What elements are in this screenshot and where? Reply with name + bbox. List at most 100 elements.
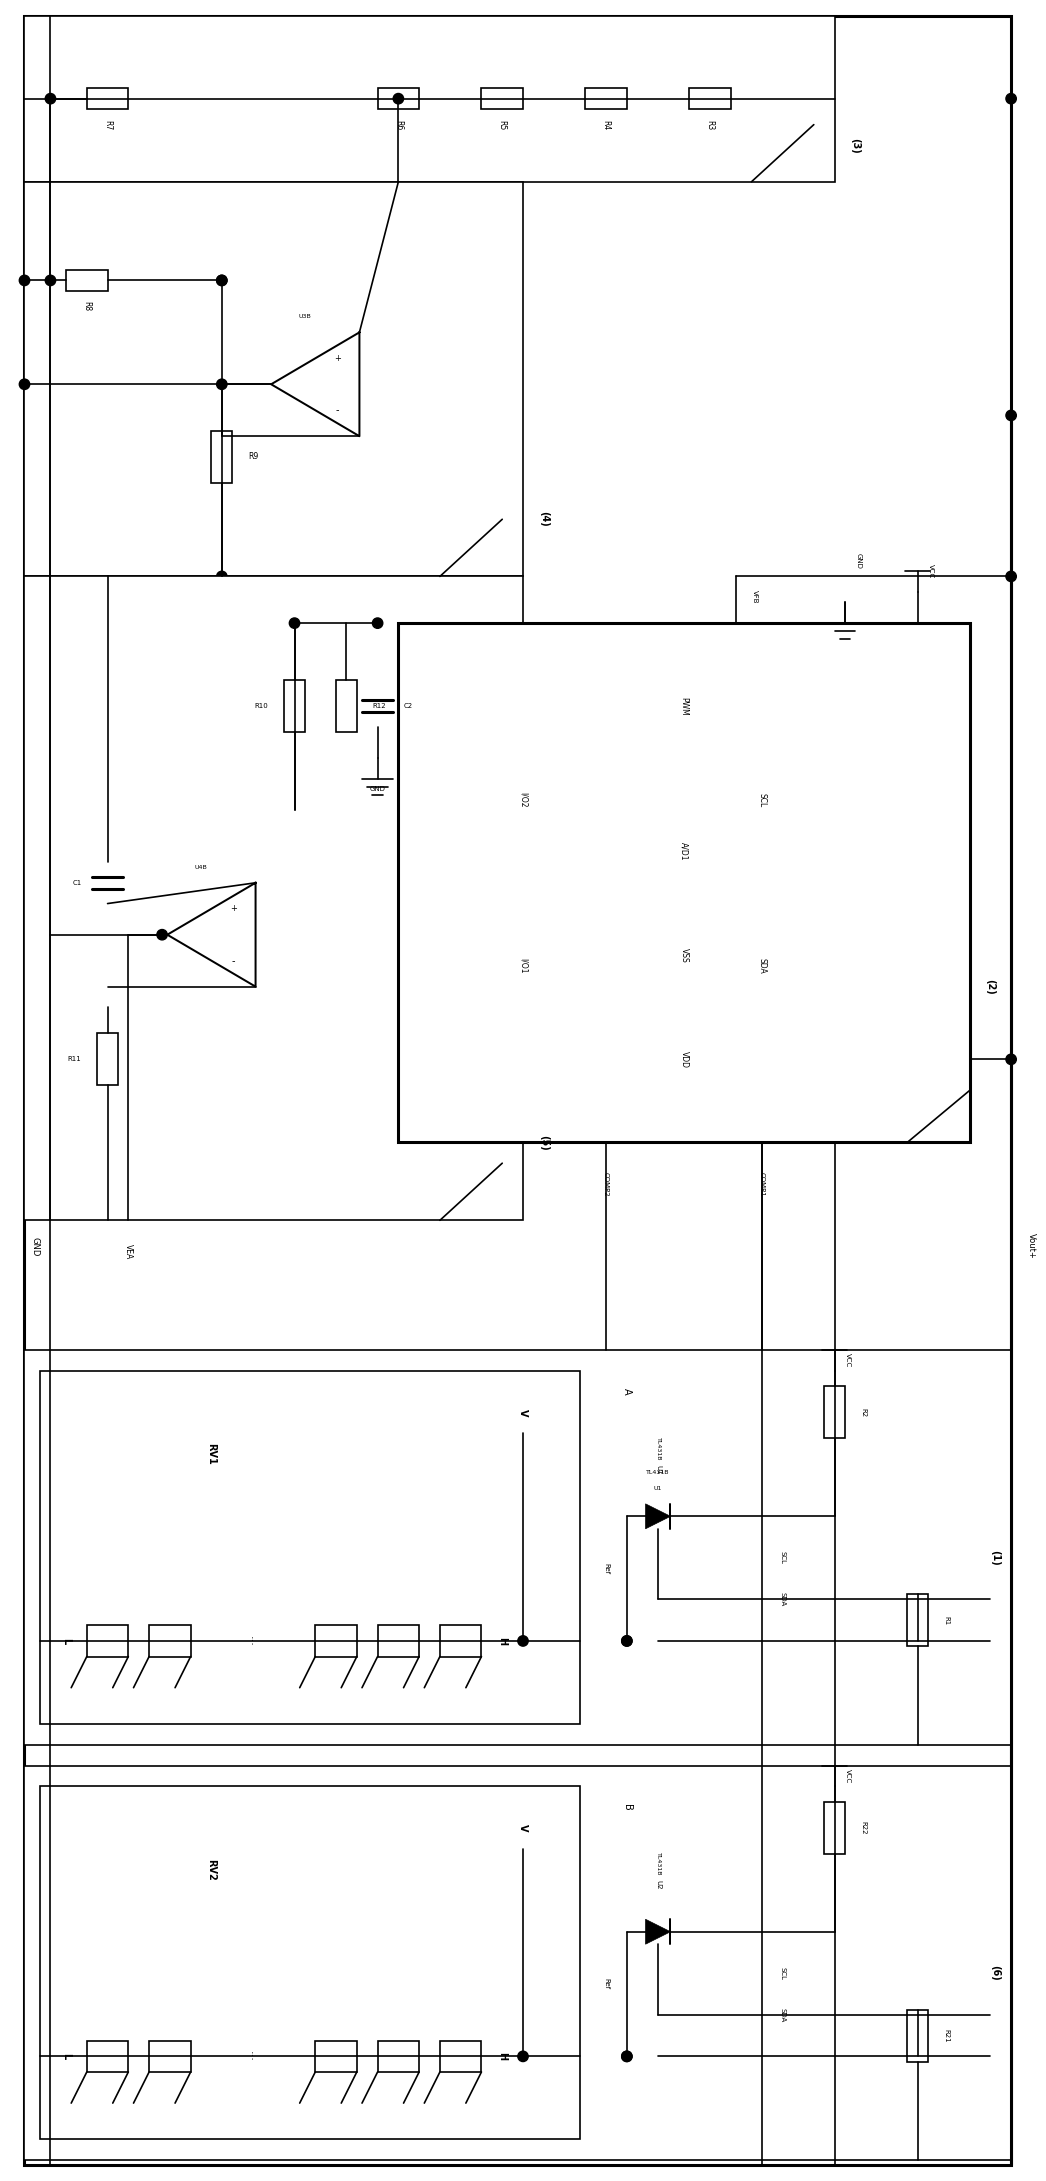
Text: Vout+: Vout+ — [1027, 1234, 1037, 1258]
Bar — [87, 87, 129, 109]
Text: R9: R9 — [248, 451, 258, 462]
Text: +: + — [334, 353, 341, 362]
Text: R8: R8 — [83, 301, 91, 312]
Text: L: L — [61, 2052, 71, 2059]
Text: TL431B: TL431B — [656, 1852, 660, 1876]
Bar — [378, 87, 419, 109]
Text: VCC: VCC — [845, 1769, 851, 1784]
Polygon shape — [645, 1919, 670, 1943]
Text: R2: R2 — [861, 1409, 866, 1418]
Text: V: V — [518, 1409, 528, 1415]
Text: R4: R4 — [601, 120, 611, 129]
Text: U3B: U3B — [298, 314, 312, 318]
Text: ...: ... — [248, 1636, 258, 1647]
Text: GND: GND — [856, 554, 861, 569]
Text: I/O2: I/O2 — [519, 792, 527, 807]
Text: U1: U1 — [655, 1466, 661, 1474]
Text: SDA: SDA — [779, 1592, 786, 1607]
Bar — [87, 1625, 129, 1658]
Circle shape — [217, 275, 227, 286]
Circle shape — [393, 94, 404, 105]
Text: U1: U1 — [654, 1485, 662, 1492]
Bar — [315, 1625, 357, 1658]
Bar — [824, 1387, 845, 1439]
Bar — [211, 432, 232, 482]
Text: TL431B: TL431B — [656, 1437, 660, 1461]
Text: R11: R11 — [68, 1056, 82, 1062]
Text: SDA: SDA — [757, 957, 767, 973]
Text: COMP1: COMP1 — [758, 1171, 765, 1197]
Text: L: L — [61, 1638, 71, 1644]
Text: VCC: VCC — [845, 1354, 851, 1367]
Bar — [87, 2041, 129, 2072]
Text: VEA: VEA — [123, 1243, 133, 1258]
Text: U2: U2 — [655, 1880, 661, 1889]
Bar — [40, 1372, 581, 1723]
Text: V: V — [518, 1823, 528, 1832]
Circle shape — [1006, 94, 1017, 105]
Text: -: - — [336, 406, 339, 414]
Bar — [824, 1802, 845, 1854]
Bar — [481, 87, 523, 109]
Bar — [66, 270, 108, 290]
Text: (2): (2) — [985, 979, 996, 995]
Text: -: - — [232, 955, 235, 966]
Circle shape — [1006, 1053, 1017, 1064]
Text: A/D1: A/D1 — [680, 842, 688, 861]
Text: R7: R7 — [104, 120, 112, 129]
Circle shape — [217, 379, 227, 390]
Bar — [40, 1786, 581, 2140]
Bar — [24, 15, 835, 181]
Bar — [440, 1625, 481, 1658]
Bar — [150, 1625, 190, 1658]
Circle shape — [45, 275, 55, 286]
Circle shape — [290, 617, 300, 628]
Text: Ref: Ref — [604, 1978, 609, 1989]
Circle shape — [621, 2050, 632, 2061]
Text: GND: GND — [369, 787, 386, 792]
Text: C2: C2 — [404, 702, 413, 709]
Text: (6): (6) — [991, 1965, 1001, 1980]
Text: (3): (3) — [850, 137, 861, 153]
Circle shape — [19, 275, 29, 286]
Text: H: H — [497, 2052, 507, 2061]
Circle shape — [518, 2050, 528, 2061]
Circle shape — [621, 2050, 632, 2061]
Text: SCL: SCL — [757, 792, 767, 807]
Text: R12: R12 — [372, 702, 386, 709]
Text: Ref: Ref — [604, 1562, 609, 1575]
Bar — [24, 1350, 1011, 1745]
Bar — [24, 1767, 1011, 2159]
Text: VDD: VDD — [680, 1051, 688, 1069]
Bar — [285, 680, 304, 733]
Bar — [586, 87, 627, 109]
Text: H: H — [497, 1638, 507, 1644]
Bar — [399, 624, 970, 1143]
Bar — [24, 576, 523, 1221]
Bar — [907, 1594, 928, 1647]
Text: ...: ... — [248, 2050, 258, 2061]
Text: SCL: SCL — [779, 1551, 786, 1564]
Text: R10: R10 — [255, 702, 269, 709]
Text: TL431B: TL431B — [646, 1470, 669, 1474]
Text: VFB: VFB — [751, 591, 757, 604]
Polygon shape — [645, 1505, 670, 1529]
Circle shape — [217, 275, 227, 286]
Circle shape — [518, 1636, 528, 1647]
Bar — [689, 87, 731, 109]
Text: RV2: RV2 — [206, 1858, 217, 1880]
Bar — [378, 2041, 419, 2072]
Text: (5): (5) — [539, 1134, 549, 1149]
Circle shape — [1006, 571, 1017, 582]
Bar — [378, 1625, 419, 1658]
Text: I/O1: I/O1 — [519, 957, 527, 973]
Text: R5: R5 — [498, 120, 506, 129]
Circle shape — [621, 1636, 632, 1647]
Text: R22: R22 — [861, 1821, 866, 1834]
Circle shape — [217, 571, 227, 582]
Text: U4B: U4B — [195, 864, 207, 870]
Bar — [440, 2041, 481, 2072]
Text: SDA: SDA — [779, 2009, 786, 2022]
Text: (1): (1) — [991, 1551, 1001, 1566]
Circle shape — [621, 1636, 632, 1647]
